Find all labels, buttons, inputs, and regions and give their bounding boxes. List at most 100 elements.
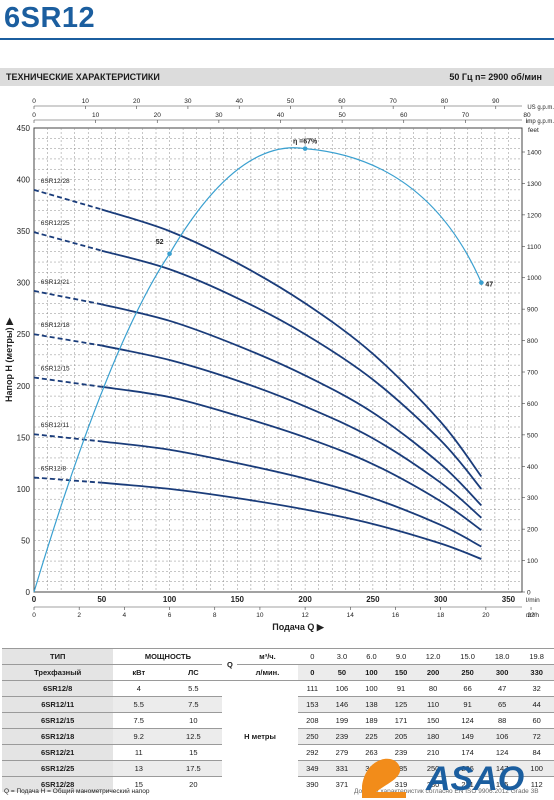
row-head-value: 147 [484,760,520,777]
y-tick-label: 50 [21,536,30,545]
y-axis-title: Напор H (метры) ▶ [4,317,14,402]
row-type: 6SR12/11 [2,696,114,713]
imp-gpm-tick-label: 10 [92,112,100,119]
imp-gpm-unit: Imp g.p.m. [526,119,554,125]
header-q: Q [222,648,238,681]
row-head-value: 206 [450,760,485,777]
us-gpm-tick-label: 90 [492,98,500,105]
frequency-label: 50 Гц n= 2900 об/мин [449,72,542,82]
y-tick-label: 350 [17,227,31,236]
feet-tick-label: 1200 [527,212,542,219]
us-gpm-unit: US g.p.m. [527,105,554,111]
y-tick-label: 100 [17,485,31,494]
header-power: МОЩНОСТЬ [113,648,223,665]
efficiency-line [33,147,482,593]
q-m3h-value: 0 [297,648,328,665]
row-head-value: 239 [327,728,357,745]
us-gpm-tick-label: 70 [390,98,398,105]
row-head-value: 208 [297,712,328,729]
row-head-value: 239 [386,744,416,761]
section-title: ТЕХНИЧЕСКИЕ ХАРАКТЕРИСТИКИ [6,72,160,82]
y-tick-label: 0 [26,588,31,597]
chart-grid [33,127,523,593]
efficiency-peak-label: η =67% [293,139,318,146]
row-head-value: 124 [484,744,520,761]
y-tick-label: 250 [17,330,31,339]
x-tick-label: 50 [97,595,106,604]
y-tick-label: 200 [17,382,31,391]
q-lmin-value: 50 [327,664,357,681]
header-type: ТИП [2,648,114,665]
x-tick-label: 250 [366,595,380,604]
m3h-tick-label: 14 [347,612,355,619]
pump-curve [101,208,483,478]
y-tick-label: 450 [17,124,31,133]
pump-curve-dashed [33,189,103,211]
chart-curves [33,189,483,560]
q-lmin-value: 100 [356,664,387,681]
table-row: 6SR12/8 4 5.5 H метры 111 106 100 91 80 66 47 32 [2,680,554,792]
row-head-value: 205 [386,728,416,745]
q-lmin-value: 300 [484,664,520,681]
m3h-tick-label: 20 [482,612,490,619]
feet-tick-label: 500 [527,432,538,439]
curve-label: 6SR12/18 [41,322,70,329]
row-head-value: 100 [356,680,387,697]
us-gpm-tick-label: 40 [236,98,244,105]
row-type: 6SR12/18 [2,728,114,745]
row-head-value: 390 [297,776,328,792]
us-gpm-tick-label: 50 [287,98,295,105]
pump-curve [101,249,483,490]
q-lmin-value: 200 [415,664,451,681]
row-type: 6SR12/8 [2,680,114,697]
efficiency-point [167,251,172,257]
q-m3h-value: 3.0 [327,648,357,665]
feet-tick-label: 700 [527,370,538,377]
pump-curve-dashed [33,376,102,388]
feet-tick-label: 100 [527,558,538,565]
us-gpm-tick-label: 20 [133,98,141,105]
q-m3h-value: 9.0 [386,648,416,665]
x-tick-label: 200 [298,595,312,604]
row-head-value: 65 [484,696,520,713]
pump-curve [101,303,482,507]
imp-gpm-tick-label: 70 [462,112,470,119]
row-head-value: 124 [450,712,485,729]
table-row: 6SR12/11 5.5 7.5 153 146 138 125 110 91 65 44 [2,696,554,713]
row-head-value: 225 [356,728,387,745]
header-h: H метры [222,680,298,792]
feet-tick-label: 1100 [527,244,541,251]
m3h-tick-label: 10 [256,612,264,619]
asao-logo: ASAO [362,758,524,798]
imp-gpm-tick-label: 0 [32,112,36,119]
x-unit-label: l/min [526,597,540,604]
row-head-value: 165 [484,776,520,792]
row-head-value: 292 [297,744,328,761]
curve-label: 6SR12/11 [41,422,70,429]
q-lmin-value: 150 [386,664,416,681]
table-row: 6SR12/281520390371350319280231165112 [2,776,554,792]
row-head-value: 231 [450,776,485,792]
q-lmin-value: 250 [450,664,485,681]
q-lmin-value: 330 [519,664,554,681]
row-hp: 7.5 [164,696,223,713]
row-kw: 5.5 [113,696,165,713]
m3h-tick-label: 4 [123,612,127,619]
efficiency-annotation: 52 [156,239,164,246]
us-gpm-tick-label: 80 [441,98,449,105]
q-m3h-value: 18.0 [484,648,520,665]
section-bar [0,68,554,86]
logo-text: ASAO [425,760,524,798]
m3h-tick-label: 0 [32,612,36,619]
row-head-value: 250 [415,760,451,777]
feet-tick-label: 400 [527,464,538,471]
pump-curve-dashed [33,433,102,443]
m3h-tick-label: 18 [437,612,445,619]
row-head-value: 72 [519,728,554,745]
row-head-value: 331 [327,760,357,777]
row-head-value: 138 [356,696,387,713]
row-type: 6SR12/28 [2,776,114,792]
